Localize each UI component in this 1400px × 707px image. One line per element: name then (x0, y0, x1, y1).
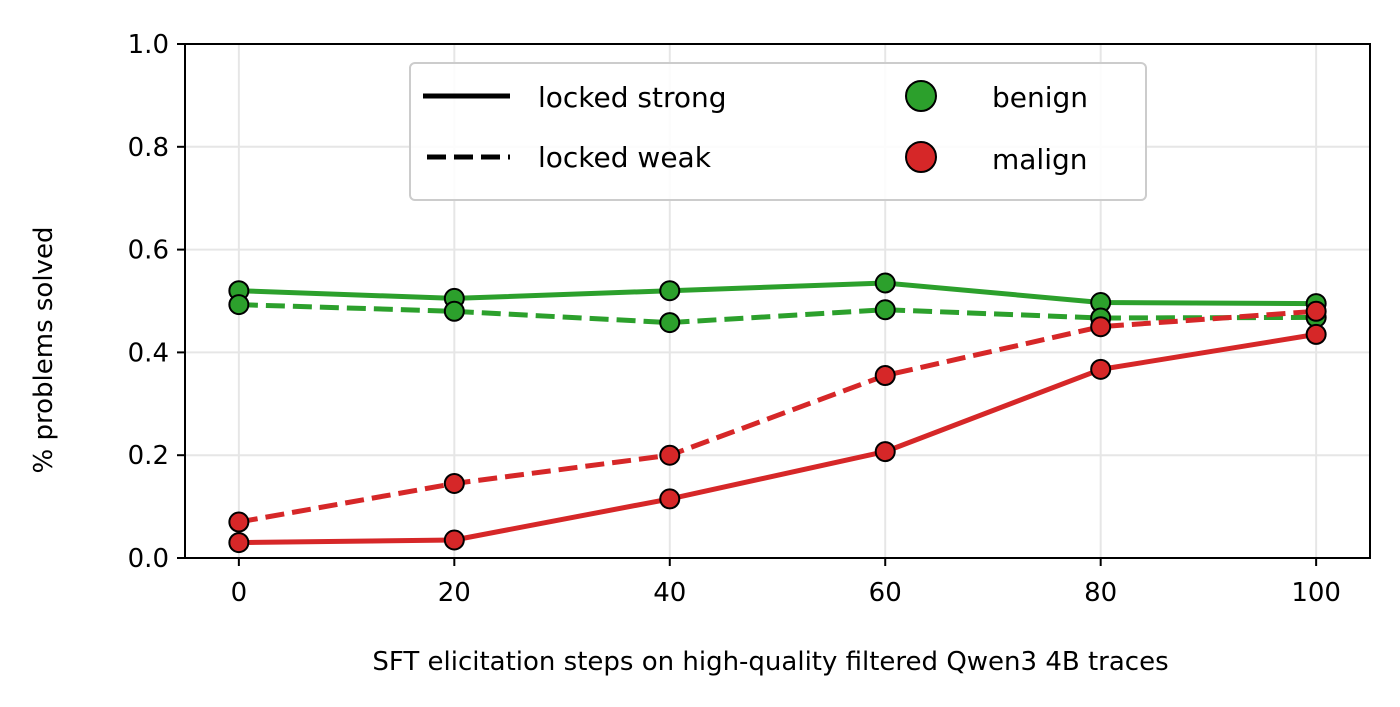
series-line-1 (238, 302, 1317, 326)
data-point (659, 280, 681, 302)
series-markers (228, 272, 1327, 554)
data-point (443, 300, 465, 322)
x-tick-label: 40 (653, 578, 686, 608)
y-axis-title: % problems solved (29, 227, 59, 474)
y-tick-label: 0.8 (128, 133, 169, 163)
data-point (443, 529, 465, 551)
legend-marker-benign (905, 80, 937, 112)
series-lines (238, 280, 1317, 546)
legend-label-locked-weak: locked weak (538, 141, 712, 174)
data-point (659, 312, 681, 334)
x-tick-label: 0 (231, 578, 248, 608)
y-tick-label: 1.0 (128, 30, 169, 60)
y-tick-label: 0.6 (128, 236, 169, 266)
data-point (659, 444, 681, 466)
data-point (659, 488, 681, 510)
series-line-3 (238, 308, 1317, 525)
y-tick-label: 0.4 (128, 338, 169, 368)
data-point (228, 294, 250, 316)
x-tick-label: 60 (869, 578, 902, 608)
series-line-2 (238, 331, 1317, 546)
data-point (443, 472, 465, 494)
y-tick-label: 0.2 (128, 441, 169, 471)
plot-frame (184, 43, 1371, 559)
legend-box (409, 62, 1147, 201)
x-axis-title: SFT elicitation steps on high-quality fi… (372, 647, 1168, 677)
x-tick-label: 100 (1291, 578, 1341, 608)
data-point (1305, 323, 1327, 345)
data-point (874, 365, 896, 387)
data-point (874, 299, 896, 321)
legend-label-locked-strong: locked strong (538, 81, 727, 114)
data-point (228, 532, 250, 554)
x-tick-label: 20 (438, 578, 471, 608)
data-point (1090, 358, 1112, 380)
data-point (874, 441, 896, 463)
y-tick-label: 0.0 (128, 544, 169, 574)
legend-label-benign: benign (992, 81, 1088, 114)
series-line-0 (238, 280, 1317, 307)
legend-marker-malign (905, 141, 937, 173)
axis-ticks: 0 20 40 60 80 100 0.0 0.2 0.4 0.6 0.8 1.0 (128, 30, 1341, 608)
legend-label-malign: malign (992, 143, 1088, 176)
data-point (1305, 300, 1327, 322)
data-point (874, 272, 896, 294)
x-tick-label: 80 (1084, 578, 1117, 608)
legend: locked strong locked weak benign malign (409, 62, 1147, 201)
data-point (1090, 316, 1112, 338)
data-point (228, 511, 250, 533)
